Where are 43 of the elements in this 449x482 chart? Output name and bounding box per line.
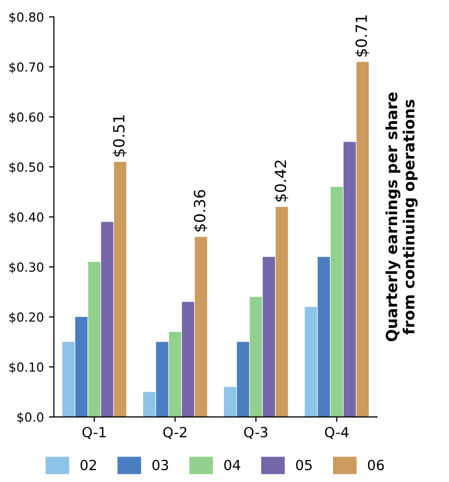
bar bbox=[156, 342, 168, 417]
bar bbox=[62, 342, 75, 417]
bar bbox=[168, 332, 182, 417]
bar bbox=[101, 222, 114, 417]
y-tick-label: $0.30 bbox=[9, 262, 44, 274]
y-tick-label: $0.80 bbox=[9, 12, 44, 24]
legend-label: 05 bbox=[296, 460, 312, 470]
data-label: $0.42 bbox=[274, 160, 288, 202]
legend-label: 03 bbox=[152, 460, 168, 470]
bar bbox=[224, 386, 236, 417]
bar bbox=[330, 186, 343, 417]
bar bbox=[318, 256, 330, 417]
bar bbox=[182, 302, 194, 417]
bar bbox=[262, 256, 276, 417]
y-tick-label: $0.10 bbox=[9, 362, 44, 374]
x-tick-label: Q-1 bbox=[82, 426, 106, 439]
bar bbox=[143, 392, 156, 417]
y-axis-title: Quarterly earnings per share from continuing operations bbox=[385, 92, 418, 342]
bar bbox=[304, 306, 318, 417]
bar bbox=[88, 262, 100, 417]
bar bbox=[344, 142, 356, 417]
y-tick-label: $0.50 bbox=[9, 162, 44, 174]
bar bbox=[236, 342, 250, 417]
y-tick-label: $0.0 bbox=[17, 412, 44, 424]
data-label: $0.71 bbox=[355, 15, 370, 56]
legend-label: 02 bbox=[80, 460, 96, 470]
y-tick-label: $0.40 bbox=[9, 212, 44, 224]
bar bbox=[356, 62, 369, 417]
data-label: $0.36 bbox=[194, 190, 208, 232]
bar bbox=[276, 206, 288, 417]
legend-label: 04 bbox=[224, 460, 240, 470]
x-tick-label: Q-4 bbox=[324, 426, 349, 439]
y-tick-label: $0.70 bbox=[9, 62, 44, 74]
bar bbox=[114, 162, 126, 417]
bar bbox=[194, 236, 208, 417]
y-tick-label: $0.20 bbox=[9, 312, 44, 324]
bar bbox=[75, 316, 88, 417]
x-tick-label: Q-2 bbox=[163, 426, 186, 439]
data-label: $0.51 bbox=[112, 115, 127, 156]
y-tick-label: $0.60 bbox=[9, 112, 44, 124]
x-tick-label: Q-3 bbox=[244, 426, 268, 439]
bar bbox=[250, 296, 262, 417]
legend-label: 06 bbox=[368, 460, 384, 470]
